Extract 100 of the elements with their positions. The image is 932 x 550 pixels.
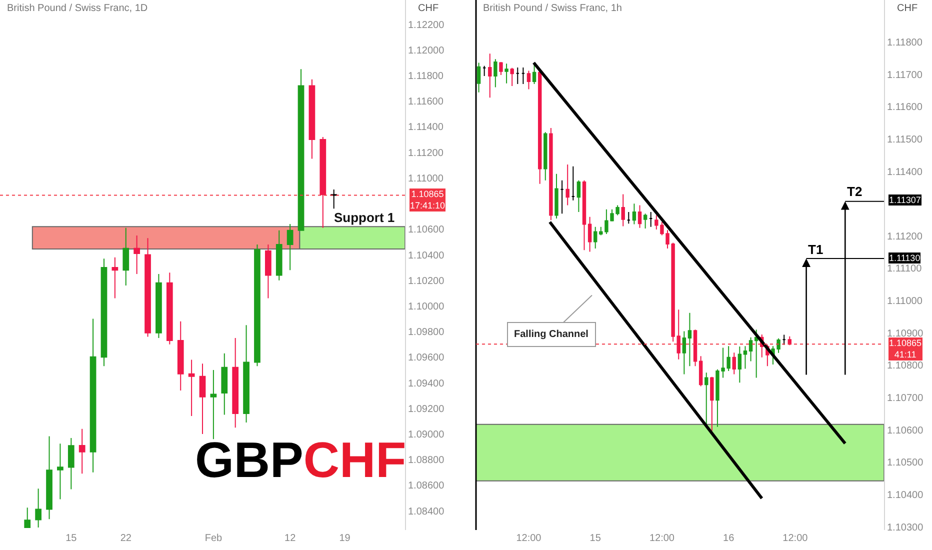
y-tick-label: 1.10400 (887, 490, 924, 501)
ref-line-label: 1.11130 (889, 253, 920, 263)
y-axis-title: CHF (897, 3, 918, 14)
candlestick (732, 352, 736, 375)
candlestick (276, 230, 282, 281)
candlestick (688, 312, 692, 367)
y-tick-label: 1.10400 (408, 250, 445, 262)
candlestick (264, 244, 272, 299)
text: GBP (195, 432, 304, 488)
candlestick (199, 363, 206, 434)
y-tick-label: 1.10000 (408, 301, 445, 312)
y-tick-label: 1.11600 (887, 102, 923, 114)
candlestick (298, 68, 304, 231)
y-tick-label: 1.10500 (887, 458, 924, 469)
x-tick-label: 19 (339, 533, 351, 544)
candlestick (621, 194, 625, 227)
y-tick-label: 1.12000 (408, 45, 445, 56)
candlestick (320, 136, 326, 228)
candlestick (754, 329, 758, 378)
candlestick (554, 173, 558, 219)
candlestick (177, 320, 184, 391)
y-tick-label: 1.10800 (887, 360, 924, 372)
candlestick (560, 180, 564, 214)
candlestick (698, 356, 703, 387)
y-tick-label: 1.08400 (408, 506, 445, 518)
candlestick (35, 488, 42, 528)
y-tick-label: 1.11000 (408, 173, 444, 184)
candlestick (538, 70, 542, 184)
candlestick (571, 166, 575, 201)
x-tick-label: 16 (723, 533, 735, 544)
x-tick-label: 12:00 (649, 533, 675, 544)
candlestick (576, 180, 581, 212)
candlestick (100, 258, 108, 367)
candlestick (243, 324, 250, 423)
candlestick (488, 53, 492, 98)
candlestick (593, 226, 598, 250)
candlestick (330, 188, 338, 210)
x-tick-label: 12:00 (516, 533, 542, 544)
x-tick-label: 12 (284, 533, 296, 544)
y-tick-label: 1.11700 (887, 70, 923, 81)
y-tick-label: 1.11600 (408, 96, 444, 108)
candlestick (626, 212, 631, 224)
candlestick (188, 359, 195, 417)
candlestick (643, 213, 648, 229)
candlestick (748, 336, 753, 362)
x-tick-label: 15 (66, 533, 78, 544)
y-tick-label: 1.11200 (887, 231, 923, 242)
candlestick (78, 428, 86, 474)
y-axis-title: CHF (303, 432, 406, 488)
candlestick (582, 180, 586, 251)
candlestick (588, 216, 592, 252)
candlestick (482, 65, 486, 76)
y-tick-label: 1.09400 (408, 378, 445, 390)
y-tick-label: 1.11400 (408, 122, 444, 134)
candlestick (46, 436, 52, 520)
candlestick (682, 330, 686, 375)
x-tick-label: Feb (204, 533, 223, 544)
candlestick (308, 78, 316, 160)
y-tick-label: 1.11500 (887, 134, 923, 146)
y-tick-label: 1.11000 (887, 296, 923, 308)
ref-line-label: 1.10865 17:41:10 (410, 189, 446, 211)
chart-title: British Pound / Swiss Franc, 1h (483, 3, 622, 14)
band-label: Support 1 (334, 210, 395, 225)
candlestick (156, 273, 162, 338)
candlestick (232, 337, 239, 428)
candlestick (743, 346, 748, 370)
annotation: T2 (847, 184, 862, 199)
candlestick (526, 70, 531, 90)
x-tick-label: 22 (120, 533, 132, 544)
y-tick-label: 1.08600 (408, 480, 445, 492)
candlestick (476, 62, 481, 93)
annotation: T1 (808, 242, 824, 257)
candlestick (254, 244, 260, 367)
candlestick (510, 67, 514, 86)
candlestick (676, 309, 680, 360)
text: CHF (418, 3, 439, 14)
y-tick-label: 1.09800 (408, 327, 445, 338)
y-tick-label: 1.10600 (408, 224, 445, 236)
y-tick-label: 1.11800 (408, 71, 444, 82)
chart-title: British Pound / Swiss Franc, 1D (7, 3, 148, 14)
candlestick (221, 352, 228, 416)
candlestick (504, 63, 508, 84)
y-tick-label: 1.11200 (408, 148, 444, 159)
candlestick (693, 329, 698, 367)
annotation: Falling Channel (514, 329, 589, 340)
candlestick (710, 376, 714, 432)
candlestick (286, 224, 294, 271)
candlestick (90, 318, 96, 473)
y-tick-label: 1.10700 (887, 393, 924, 404)
candlestick (57, 443, 64, 500)
y-tick-label: 1.10300 (887, 522, 924, 534)
candlestick (499, 62, 503, 76)
ref-line-label: 1.11307 (889, 195, 921, 205)
x-tick-label: 12:00 (782, 533, 808, 544)
candlestick (549, 127, 553, 221)
candlestick (68, 437, 74, 490)
candlestick (134, 235, 140, 274)
candlestick (638, 204, 642, 228)
y-tick-label: 1.12200 (408, 20, 445, 31)
y-tick-label: 1.10900 (887, 328, 924, 340)
